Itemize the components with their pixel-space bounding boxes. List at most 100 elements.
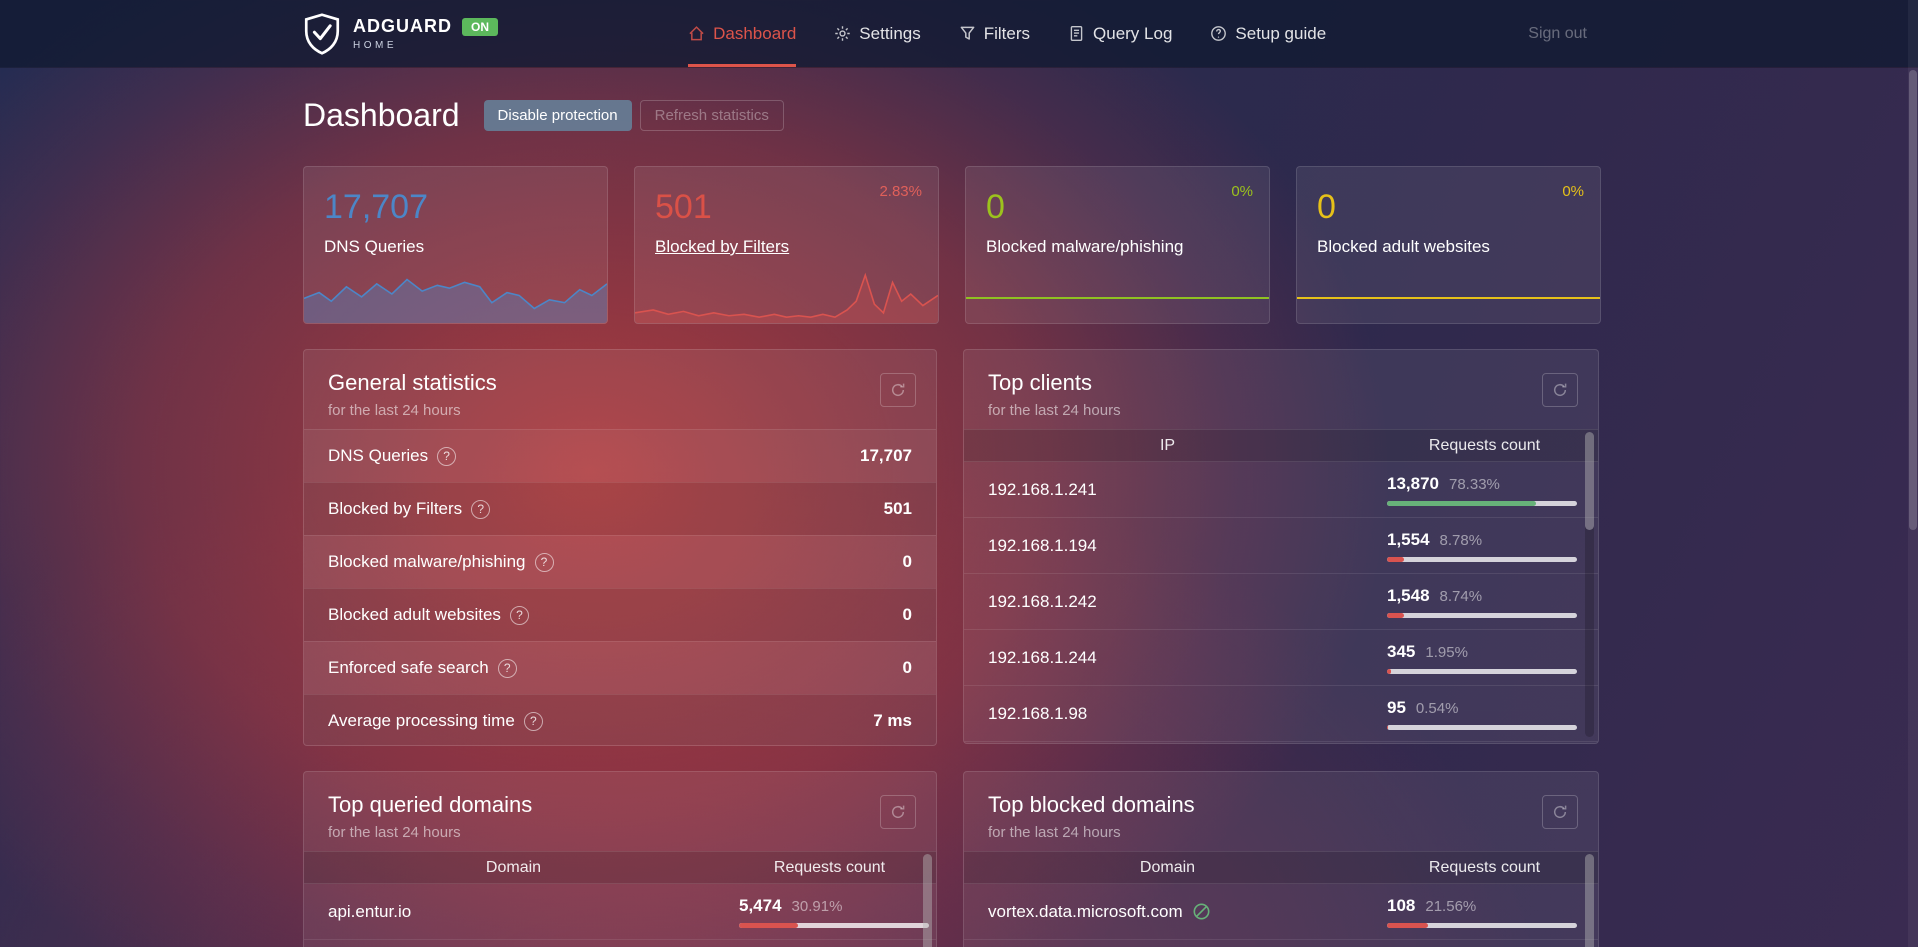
progress-fill [739,922,798,928]
brand-subtitle: HOME [353,40,397,51]
help-icon[interactable]: ? [471,499,491,519]
dns-queries-label: DNS Queries [324,237,425,256]
blocked-adult-label: Blocked adult websites [1317,237,1490,256]
queried-domain: api.entur.io [328,901,412,921]
nav-item-dashboard[interactable]: Dashboard [688,0,797,67]
column-header-requests-count: Requests count [1428,436,1541,454]
card-scrollbar-thumb[interactable] [1585,854,1594,947]
progress-track [1387,612,1577,618]
general-statistics-rows: DNS Queries ? 17,707 Blocked by Filters … [304,429,936,745]
stat-row: Blocked by Filters ? 501 [304,482,936,535]
stat-card-blocked-adult: 0 Blocked adult websites 0% [1296,166,1601,324]
stat-card-blocked-by-filters: 501 Blocked by Filters 2.83% [634,166,939,324]
dns-queries-sparkline [304,265,607,323]
shield-logo-icon [303,12,341,55]
client-count: 1,548 [1387,585,1430,605]
top-blocked-domains-header: Top blocked domains for the last 24 hour… [964,772,1598,851]
sign-out-button[interactable]: Sign out [1528,24,1587,42]
dashboard-icon [688,25,705,42]
progress-fill [1387,724,1389,730]
blocked-by-filters-percent: 2.83% [879,183,922,200]
client-count: 95 [1387,697,1406,717]
client-percent: 8.74% [1439,587,1483,605]
domain-count: 108 [1387,895,1416,915]
stat-card-dns-queries: 17,707 DNS Queries [303,166,608,324]
client-count: 1,554 [1387,529,1430,549]
stat-row-label: Blocked malware/phishing [328,552,526,571]
blocked-adult-flat-chart [1297,297,1600,299]
progress-track [1387,724,1577,730]
stat-row-label: Blocked by Filters [328,499,463,518]
client-percent: 0.54% [1415,699,1459,717]
stat-row-value: 0 [902,658,912,677]
blocked-by-filters-sparkline [635,265,938,323]
refresh-icon [1552,804,1568,820]
nav-label-settings: Settings [859,23,921,43]
column-header-requests-count: Requests count [773,858,886,876]
help-icon[interactable]: ? [497,658,517,678]
general-statistics-card: General statistics for the last 24 hours… [303,349,937,746]
blocked-by-filters-link[interactable]: Blocked by Filters [655,237,790,256]
refresh-top-queried-domains-button[interactable] [880,795,916,829]
progress-track [1387,668,1577,674]
refresh-general-statistics-button[interactable] [880,373,916,407]
stat-row-value: 0 [902,552,912,571]
blocked-malware-flat-chart [966,297,1269,299]
card-scrollbar-thumb[interactable] [1585,432,1594,530]
progress-fill [1387,922,1428,928]
top-queried-domains-header: Top queried domains for the last 24 hour… [304,772,936,851]
client-count: 13,870 [1387,473,1439,493]
stat-row-value: 501 [883,499,912,518]
stat-row: Blocked malware/phishing ? 0 [304,535,936,588]
column-header-ip: IP [1159,436,1176,454]
help-icon[interactable]: ? [437,446,457,466]
nav-label-dashboard: Dashboard [713,23,797,43]
brand-name: ADGUARD [353,16,452,36]
column-header-requests-count: Requests count [1428,858,1541,876]
funnel-icon [959,25,976,42]
help-icon[interactable]: ? [534,552,554,572]
page-scrollbar-thumb[interactable] [1909,70,1917,530]
help-icon[interactable]: ? [509,605,529,625]
blocked-adult-percent: 0% [1562,183,1584,200]
general-statistics-title: General statistics [328,370,497,395]
progress-fill [1387,612,1404,618]
stat-row: Blocked adult websites ? 0 [304,588,936,641]
adguard-home-logo[interactable]: ADGUARD ON HOME [303,12,498,55]
nav-item-settings[interactable]: Settings [834,0,921,67]
top-queried-domains-table-header: Domain Requests count [304,851,936,884]
nav-item-filters[interactable]: Filters [959,0,1030,67]
top-blocked-domains-subtitle: for the last 24 hours [988,824,1121,841]
refresh-top-clients-button[interactable] [1542,373,1578,407]
blocked-malware-label: Blocked malware/phishing [986,237,1184,256]
top-clients-header: Top clients for the last 24 hours [964,350,1598,429]
domain-percent: 21.56% [1425,897,1477,915]
blocked-malware-percent: 0% [1231,183,1253,200]
refresh-statistics-button[interactable]: Refresh statistics [639,100,784,131]
card-scrollbar-track [1585,854,1594,947]
top-clients-title: Top clients [988,370,1092,395]
blocked-domain: vortex.data.microsoft.com [988,901,1183,921]
help-icon[interactable]: ? [523,711,543,731]
stat-cards-row: 17,707 DNS Queries 501 Blocked by Filter… [303,166,1601,324]
top-blocked-domains-title: Top blocked domains [988,792,1195,817]
nav-item-setup-guide[interactable]: Setup guide [1210,0,1326,67]
refresh-icon [890,382,906,398]
progress-fill [1387,668,1391,674]
card-scrollbar-thumb[interactable] [923,854,932,947]
gear-icon [834,25,851,42]
stat-row-value: 0 [902,605,912,624]
top-queried-domains-title: Top queried domains [328,792,533,817]
help-circle-icon [1210,25,1227,42]
client-row: 192.168.1.98 95 0.54% [964,686,1598,742]
refresh-top-blocked-domains-button[interactable] [1542,795,1578,829]
client-ip: 192.168.1.194 [988,535,1097,555]
progress-fill [1387,500,1536,506]
domain-percent: 30.91% [791,897,843,915]
nav-item-query-log[interactable]: Query Log [1068,0,1172,67]
disable-protection-button[interactable]: Disable protection [483,100,632,131]
top-blocked-domains-table-header: Domain Requests count [964,851,1598,884]
blocked-rule-icon [1192,902,1211,921]
nav-label-query-log: Query Log [1093,23,1173,43]
progress-track [1387,556,1577,562]
